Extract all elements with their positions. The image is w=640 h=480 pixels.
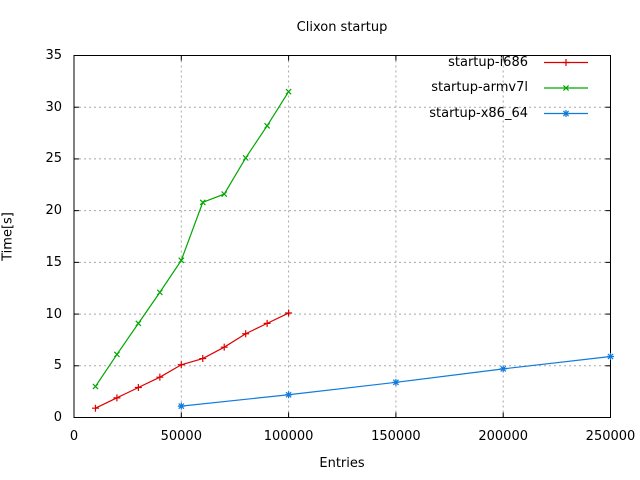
y-tick-label: 10 (45, 306, 62, 322)
series-line-startup-armv7l (94, 91, 290, 387)
y-tick-label: 0 (53, 410, 62, 425)
x-tick-label: 200000 (478, 429, 528, 444)
x-tick-label: 100000 (263, 429, 314, 444)
x-axis-label: Entries (319, 456, 365, 471)
x-tick-label: 150000 (371, 429, 421, 444)
y-tick-label: 25 (45, 151, 62, 167)
y-tick-label: 5 (53, 358, 62, 374)
legend-sample-marker-startup-x86_64 (562, 110, 570, 117)
series-markers-startup-x86_64 (177, 352, 614, 410)
legend-label-startup-i686: startup-i686 (448, 54, 528, 70)
x-tick-label: 0 (69, 429, 79, 444)
series-markers-startup-i686 (91, 309, 293, 412)
series-markers-startup-armv7l (92, 88, 292, 390)
x-tick-label: 50000 (160, 429, 202, 444)
y-tick-label: 35 (45, 48, 62, 63)
y-tick-label: 30 (45, 99, 62, 115)
series-line-startup-i686 (95, 312, 289, 409)
y-tick-label: 20 (45, 203, 62, 219)
chart-title: Clixon startup (296, 20, 388, 35)
y-tick-label: 15 (45, 254, 62, 270)
legend-label-startup-armv7l: startup-armv7l (431, 80, 528, 95)
legend-sample-marker-startup-armv7l (562, 84, 570, 92)
x-tick-label: 250000 (585, 429, 636, 444)
legend-sample-marker-startup-i686 (562, 59, 570, 66)
legend-label-startup-x86_64: startup-x86_64 (429, 105, 528, 121)
